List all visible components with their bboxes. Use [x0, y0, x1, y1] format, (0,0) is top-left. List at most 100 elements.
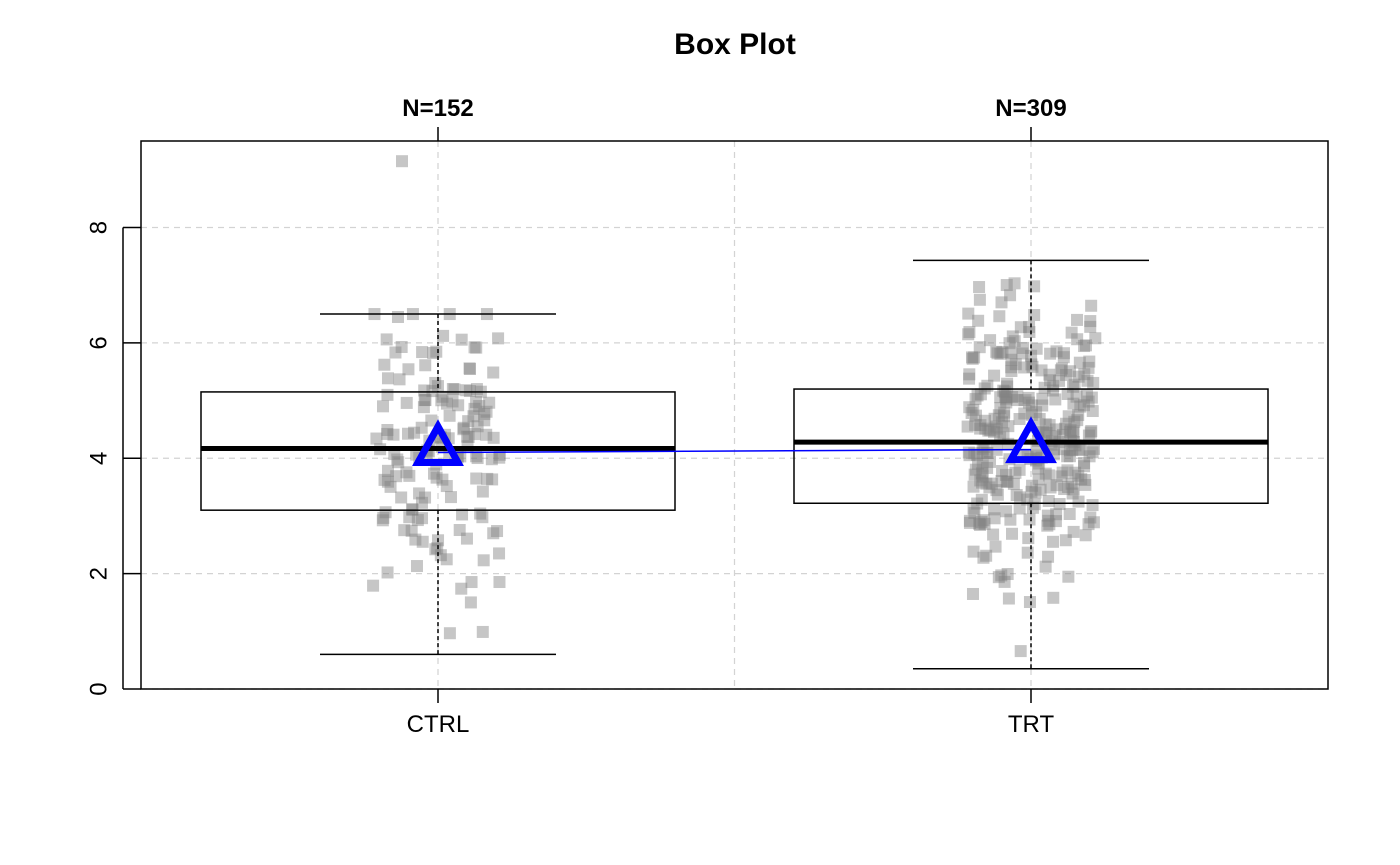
data-point	[1062, 570, 1075, 583]
data-point	[991, 347, 1004, 360]
data-point	[462, 415, 475, 428]
data-point	[1039, 418, 1052, 431]
data-point	[461, 430, 474, 443]
data-point	[1059, 422, 1072, 435]
data-point	[1072, 370, 1085, 383]
box-trt	[793, 388, 1269, 505]
data-point	[994, 391, 1007, 404]
y-tick-label: 0	[85, 682, 112, 695]
data-point	[470, 396, 483, 409]
data-point	[478, 408, 491, 421]
data-point	[1087, 442, 1100, 455]
data-point	[972, 457, 985, 470]
data-point	[1043, 469, 1056, 482]
data-point	[471, 452, 484, 465]
data-point	[965, 406, 978, 419]
data-point	[973, 293, 986, 306]
data-point	[393, 373, 406, 386]
data-point	[1034, 483, 1047, 496]
data-point	[381, 372, 394, 385]
data-point	[464, 362, 477, 375]
data-point	[377, 400, 390, 413]
data-point	[961, 420, 974, 433]
data-point	[418, 384, 431, 397]
data-point	[1047, 591, 1060, 604]
data-point	[984, 424, 997, 437]
data-point	[1067, 426, 1080, 439]
data-point	[1065, 326, 1078, 339]
data-point	[1001, 568, 1014, 581]
data-point	[415, 496, 428, 509]
data-point	[493, 451, 506, 464]
data-point	[988, 412, 1001, 425]
data-point	[1030, 406, 1043, 419]
data-point	[988, 503, 1001, 516]
data-point	[1006, 330, 1019, 343]
data-point	[1063, 450, 1076, 463]
data-point	[381, 424, 394, 437]
data-point	[1017, 341, 1030, 354]
data-point	[1005, 361, 1018, 374]
data-point	[460, 384, 473, 397]
data-point	[1087, 376, 1100, 389]
data-point	[1060, 417, 1073, 430]
data-point	[1023, 596, 1036, 609]
data-point	[1029, 486, 1042, 499]
data-point	[995, 474, 1008, 487]
data-point	[1048, 430, 1061, 443]
data-point	[995, 569, 1008, 582]
data-point	[963, 516, 976, 529]
data-point	[1011, 390, 1024, 403]
data-point	[487, 431, 500, 444]
data-point	[996, 346, 1009, 359]
data-point	[1077, 399, 1090, 412]
data-point	[1049, 393, 1062, 406]
mean-triangle-marker	[1005, 416, 1057, 464]
data-point	[968, 468, 981, 481]
data-point	[1074, 400, 1087, 413]
data-point	[1067, 525, 1080, 538]
data-point	[1013, 463, 1026, 476]
data-point	[980, 549, 993, 562]
data-point	[471, 420, 484, 433]
data-point	[995, 296, 1008, 309]
data-point	[455, 582, 468, 595]
data-point	[973, 517, 986, 530]
data-point	[1050, 345, 1063, 358]
data-point	[1013, 413, 1026, 426]
data-point	[440, 397, 453, 410]
data-point	[456, 508, 469, 521]
data-point	[990, 345, 1003, 358]
data-point	[1039, 560, 1052, 573]
data-point	[963, 449, 976, 462]
y-tick-label: 2	[85, 567, 112, 580]
data-point	[1026, 501, 1039, 514]
data-point	[416, 346, 429, 359]
data-point	[440, 553, 453, 566]
data-point	[1009, 466, 1022, 479]
data-point	[988, 369, 1001, 382]
data-point	[995, 416, 1008, 429]
data-point	[967, 545, 980, 558]
data-point	[1025, 485, 1038, 498]
data-point	[979, 422, 992, 435]
data-point	[1035, 364, 1048, 377]
data-point	[418, 394, 431, 407]
data-point	[1072, 409, 1085, 422]
data-point	[1005, 353, 1018, 366]
data-point	[981, 461, 994, 474]
data-point	[381, 388, 394, 401]
data-point	[1063, 508, 1076, 521]
data-point	[977, 551, 990, 564]
data-point	[1084, 426, 1097, 439]
data-point	[470, 450, 483, 463]
data-point	[1087, 516, 1100, 529]
data-point	[426, 385, 439, 398]
data-point	[1057, 351, 1070, 364]
data-point	[485, 453, 498, 466]
data-point	[963, 368, 976, 381]
data-point	[971, 448, 984, 461]
data-point	[1078, 368, 1091, 381]
data-point	[1064, 425, 1077, 438]
